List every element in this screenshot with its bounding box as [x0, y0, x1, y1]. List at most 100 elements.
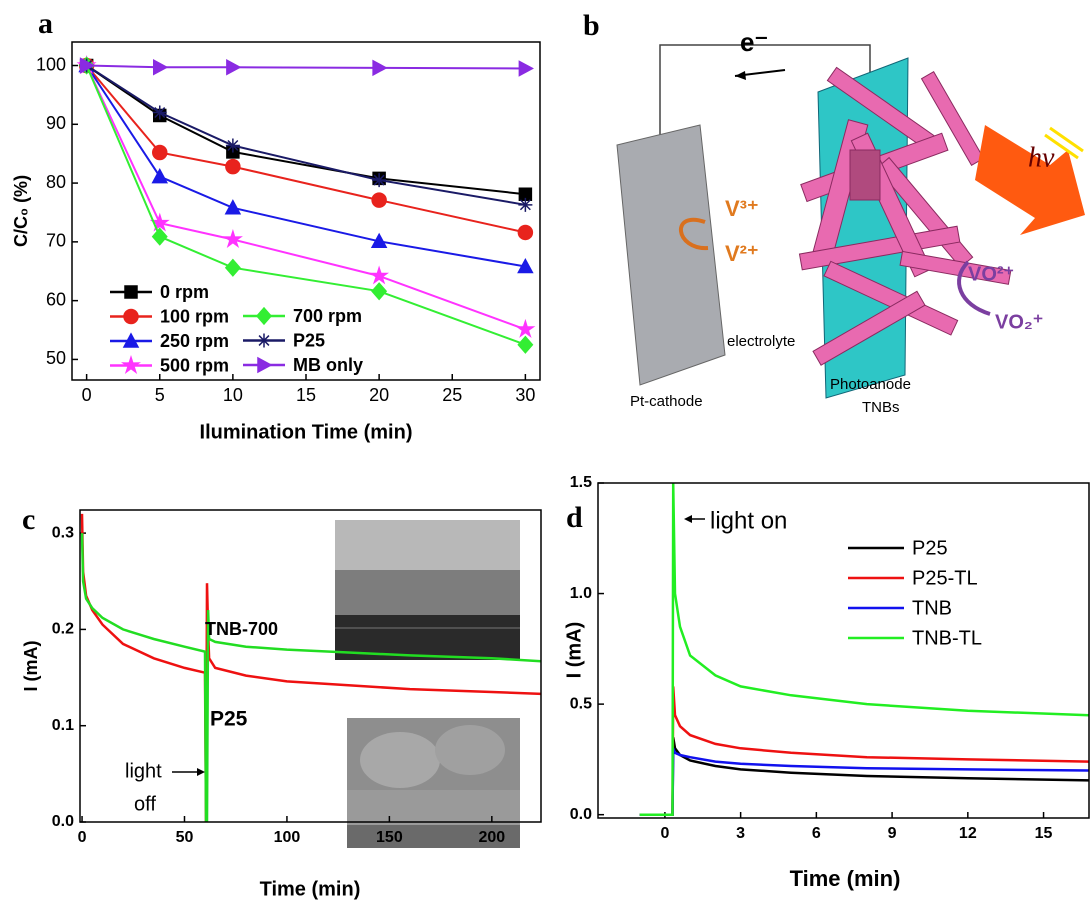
ion-label: VO₂⁺	[995, 311, 1043, 333]
marker	[122, 332, 140, 348]
x-tick-label: 100	[274, 829, 301, 846]
marker	[224, 258, 241, 277]
marker	[517, 335, 534, 354]
x-tick-label: 200	[478, 829, 505, 846]
x-tick-label: 0	[82, 385, 92, 405]
annotation: light	[125, 760, 162, 782]
x-tick-label: 150	[376, 829, 403, 846]
y-tick-label: 0.0	[570, 806, 592, 823]
x-tick-label: 9	[888, 825, 897, 842]
panel-label: c	[22, 503, 35, 536]
annotation: P25	[210, 708, 248, 731]
marker	[369, 265, 390, 285]
electron-label: e⁻	[740, 27, 768, 57]
marker	[151, 227, 168, 246]
sem-inset	[335, 520, 520, 660]
panel-label: a	[38, 7, 53, 40]
x-tick-label: 5	[155, 385, 165, 405]
legend-label: 250 rpm	[160, 331, 229, 351]
arrow-head	[197, 768, 205, 776]
y-tick-label: 60	[46, 289, 66, 309]
ion-label: VO²⁺	[968, 263, 1014, 285]
y-tick-label: 0.2	[52, 621, 74, 638]
x-tick-label: 15	[1035, 825, 1053, 842]
legend-label: 100 rpm	[160, 306, 229, 326]
y-tick-label: 100	[36, 54, 66, 74]
x-tick-label: 25	[442, 385, 462, 405]
marker	[518, 60, 534, 77]
x-axis-title: Time (min)	[260, 878, 361, 900]
annotation: TNB-700	[205, 619, 278, 639]
y-tick-label: 80	[46, 172, 66, 192]
y-tick-label: 1.5	[570, 474, 592, 491]
marker	[518, 197, 533, 212]
x-axis-title: Time (min)	[790, 866, 901, 891]
arrow-head	[684, 515, 692, 523]
marker	[225, 158, 241, 175]
anode-label: TNBs	[862, 399, 900, 416]
y-tick-label: 0.5	[570, 695, 592, 712]
marker	[371, 192, 387, 208]
x-tick-label: 10	[223, 385, 243, 405]
marker	[153, 59, 169, 76]
legend-label: P25	[293, 330, 325, 350]
marker	[124, 285, 138, 299]
legend-label: P25	[912, 537, 948, 559]
plot-frame	[597, 482, 1090, 819]
nanobelts	[798, 66, 1012, 366]
marker	[257, 356, 273, 374]
series-line	[639, 482, 1089, 816]
y-tick-label: 90	[46, 113, 66, 133]
marker	[372, 59, 388, 77]
series-line	[85, 65, 526, 331]
marker	[225, 138, 240, 153]
x-tick-label: 30	[515, 385, 535, 405]
x-tick-label: 12	[959, 825, 977, 842]
y-tick-label: 1.0	[570, 585, 592, 602]
x-tick-label: 15	[296, 385, 316, 405]
panel-label: d	[566, 501, 583, 534]
marker	[515, 318, 536, 338]
marker	[149, 212, 170, 232]
series-line	[639, 686, 1089, 816]
y-tick-label: 50	[46, 348, 66, 368]
y-tick-label: 0.3	[52, 524, 74, 541]
series-line	[86, 64, 526, 196]
light-stripe	[1049, 126, 1084, 153]
x-tick-label: 50	[176, 829, 194, 846]
y-axis-title: C/C₀ (%)	[11, 175, 31, 247]
marker	[372, 173, 387, 188]
marker	[123, 308, 139, 325]
x-tick-label: 3	[736, 825, 745, 842]
y-tick-label: 70	[46, 231, 66, 251]
plot-frame	[79, 509, 542, 823]
marker	[79, 57, 96, 74]
cathode-plate	[616, 124, 726, 386]
marker	[152, 105, 167, 120]
annotation: light on	[710, 507, 787, 534]
marker	[256, 306, 272, 326]
cathode-label: Pt-cathode	[630, 393, 703, 410]
marker	[517, 257, 534, 274]
wire	[659, 44, 871, 140]
legend-label: TNB	[912, 597, 952, 619]
legend-label: 700 rpm	[293, 306, 362, 326]
light-label: hν	[1028, 142, 1055, 173]
marker	[371, 282, 388, 301]
marker	[257, 333, 271, 348]
marker	[226, 59, 242, 76]
ion-label: V²⁺	[725, 241, 759, 266]
sem-inset	[347, 718, 520, 848]
panel-label: b	[583, 9, 600, 42]
marker	[224, 199, 242, 215]
plot-frame	[71, 41, 541, 381]
marker	[151, 168, 169, 184]
electrolyte-label: electrolyte	[727, 333, 795, 350]
diagram: b e⁻ V³⁺ V²⁺ VO²⁺ VO₂⁺ electrolyte Pt-ca…	[583, 9, 1085, 416]
series-line	[86, 64, 526, 70]
x-axis-title: Ilumination Time (min)	[200, 421, 413, 443]
anode-cycle-arrow	[957, 260, 991, 316]
x-tick-label: 0	[78, 829, 87, 846]
marker	[152, 144, 168, 161]
